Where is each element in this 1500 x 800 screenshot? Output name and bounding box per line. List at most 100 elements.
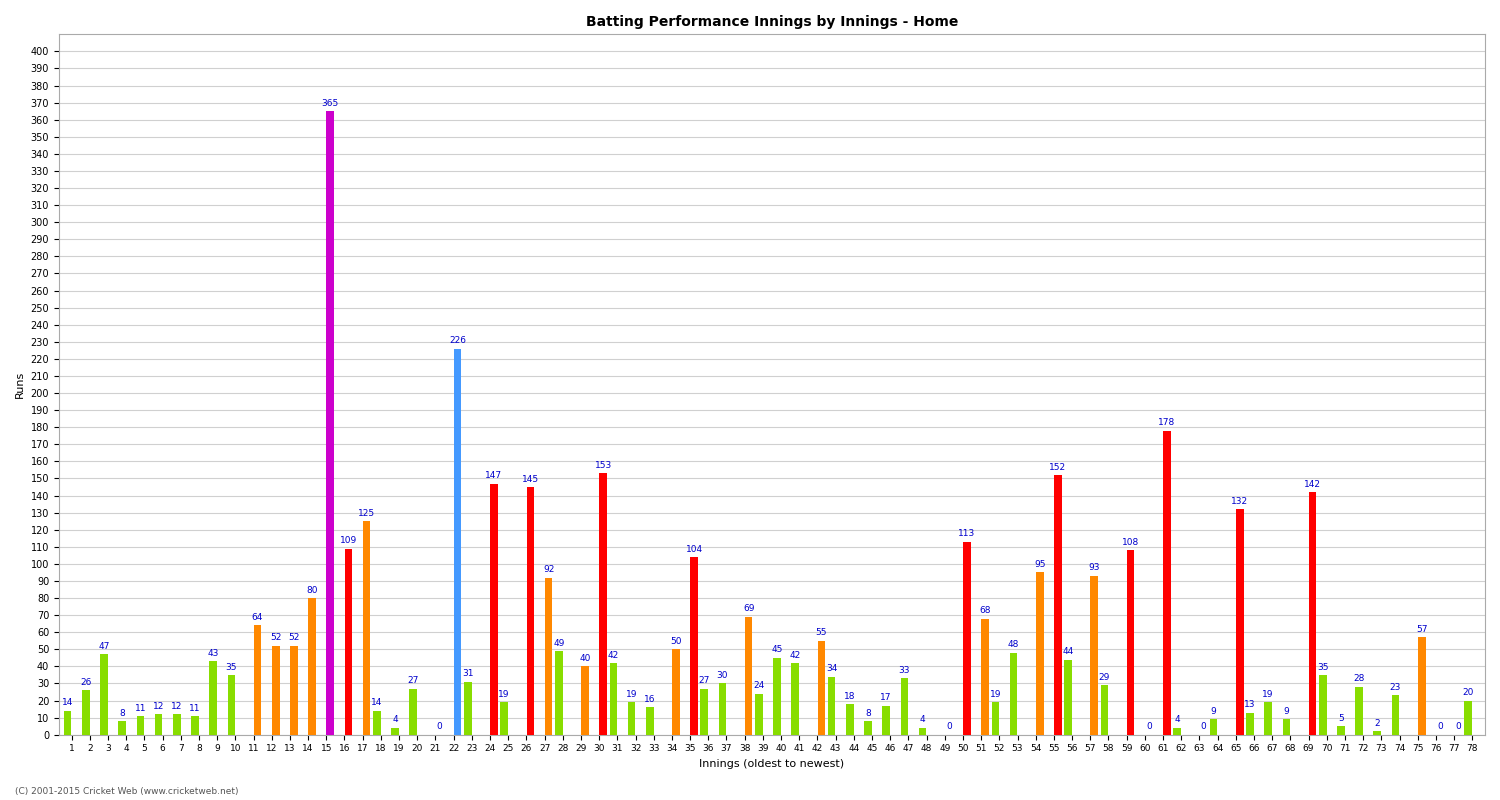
Text: 12: 12 — [153, 702, 165, 711]
Text: (C) 2001-2015 Cricket Web (www.cricketweb.net): (C) 2001-2015 Cricket Web (www.cricketwe… — [15, 787, 238, 796]
Text: 178: 178 — [1158, 418, 1176, 427]
Bar — [1010, 653, 1017, 734]
Text: 4: 4 — [392, 715, 398, 725]
Bar — [210, 662, 218, 734]
Bar — [1101, 685, 1108, 734]
Text: 153: 153 — [594, 461, 612, 470]
Text: 17: 17 — [880, 694, 892, 702]
Text: 365: 365 — [321, 98, 339, 108]
Bar — [190, 716, 200, 734]
Bar — [828, 677, 836, 734]
Text: 0: 0 — [1437, 722, 1443, 731]
Text: 109: 109 — [340, 536, 357, 545]
Y-axis label: Runs: Runs — [15, 371, 26, 398]
Bar — [690, 557, 698, 734]
Text: 47: 47 — [99, 642, 109, 651]
Bar — [882, 706, 890, 734]
Bar — [646, 707, 654, 734]
Text: 20: 20 — [1462, 688, 1474, 697]
Text: 93: 93 — [1089, 563, 1100, 573]
Text: 0: 0 — [1455, 722, 1461, 731]
Text: 19: 19 — [990, 690, 1000, 699]
Text: 44: 44 — [1062, 647, 1074, 656]
Text: 24: 24 — [753, 682, 765, 690]
Text: 9: 9 — [1210, 707, 1216, 716]
Text: 50: 50 — [670, 637, 681, 646]
Bar — [1282, 719, 1290, 734]
Bar — [254, 626, 261, 734]
Bar — [792, 663, 800, 734]
Bar — [1126, 550, 1134, 734]
Text: 0: 0 — [1200, 722, 1206, 731]
Bar — [454, 349, 462, 734]
Bar — [327, 111, 334, 734]
Bar — [136, 716, 144, 734]
Text: 142: 142 — [1304, 480, 1322, 489]
Bar — [718, 683, 726, 734]
Bar — [1210, 719, 1218, 734]
Bar — [864, 721, 871, 734]
Text: 8: 8 — [865, 709, 871, 718]
Bar — [1308, 492, 1317, 734]
Bar — [700, 689, 708, 734]
Bar — [1236, 510, 1244, 734]
Bar — [992, 702, 999, 734]
Bar — [772, 658, 782, 734]
Bar — [290, 646, 297, 734]
Text: 48: 48 — [1008, 640, 1019, 650]
Bar — [490, 484, 498, 734]
Bar — [1173, 728, 1180, 734]
Bar — [1264, 702, 1272, 734]
Bar — [272, 646, 279, 734]
Text: 19: 19 — [1263, 690, 1274, 699]
Bar — [580, 666, 590, 734]
Bar — [100, 654, 108, 734]
Bar — [609, 663, 616, 734]
Bar — [154, 714, 162, 734]
Text: 29: 29 — [1100, 673, 1110, 682]
Text: 42: 42 — [789, 650, 801, 659]
Bar — [754, 694, 762, 734]
Text: 28: 28 — [1353, 674, 1365, 683]
Bar — [1374, 731, 1382, 734]
Text: 2: 2 — [1374, 719, 1380, 728]
Bar — [1336, 726, 1346, 734]
Text: 23: 23 — [1390, 683, 1401, 692]
Text: 26: 26 — [80, 678, 92, 687]
Bar — [555, 651, 562, 734]
Text: 80: 80 — [306, 586, 318, 594]
Text: 0: 0 — [1146, 722, 1152, 731]
Bar — [672, 650, 680, 734]
Text: 19: 19 — [626, 690, 638, 699]
Bar — [118, 721, 126, 734]
Bar — [746, 617, 753, 734]
Text: 0: 0 — [436, 722, 442, 731]
Text: 4: 4 — [1174, 715, 1180, 725]
Bar — [374, 711, 381, 734]
Text: 4: 4 — [920, 715, 926, 725]
Text: 11: 11 — [189, 703, 201, 713]
Bar — [963, 542, 970, 734]
Bar — [172, 714, 180, 734]
Text: 35: 35 — [1317, 662, 1329, 671]
Text: 27: 27 — [699, 676, 709, 685]
Bar — [464, 682, 471, 734]
Bar — [82, 690, 90, 734]
Text: 19: 19 — [498, 690, 510, 699]
X-axis label: Innings (oldest to newest): Innings (oldest to newest) — [699, 759, 844, 769]
Bar — [363, 521, 370, 734]
Text: 33: 33 — [898, 666, 910, 675]
Bar — [410, 689, 417, 734]
Text: 147: 147 — [486, 471, 502, 480]
Bar — [1162, 430, 1172, 734]
Text: 8: 8 — [120, 709, 124, 718]
Text: 226: 226 — [448, 336, 466, 346]
Bar — [1418, 638, 1425, 734]
Bar — [309, 598, 316, 734]
Text: 43: 43 — [207, 649, 219, 658]
Bar — [846, 704, 853, 734]
Text: 14: 14 — [62, 698, 74, 707]
Bar — [1054, 475, 1062, 734]
Bar — [1318, 675, 1326, 734]
Text: 57: 57 — [1416, 625, 1428, 634]
